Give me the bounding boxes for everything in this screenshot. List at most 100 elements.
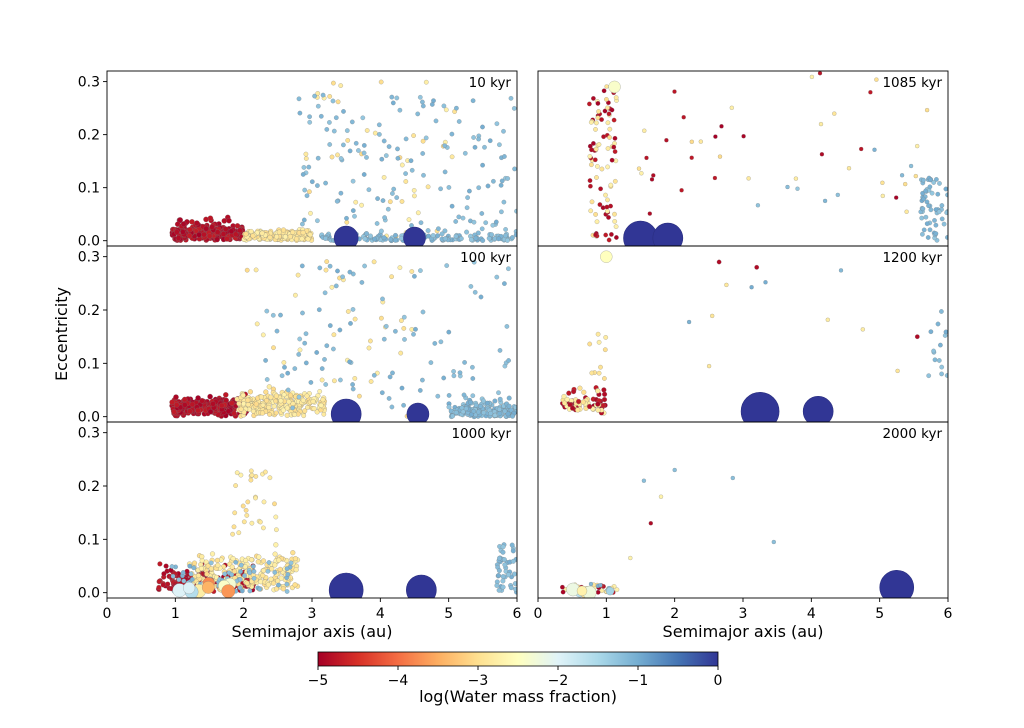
particle-point bbox=[411, 133, 416, 138]
particle-point bbox=[596, 339, 602, 345]
particle-point bbox=[903, 181, 908, 187]
particle-point bbox=[420, 103, 426, 109]
particle-point bbox=[232, 510, 238, 516]
particle-point bbox=[587, 403, 593, 410]
particle-point bbox=[356, 148, 361, 153]
particle-point bbox=[399, 162, 405, 168]
x-tick-label: 6 bbox=[513, 606, 522, 622]
particle-point bbox=[273, 514, 279, 520]
particle-point bbox=[730, 475, 735, 481]
particle-point bbox=[233, 559, 239, 565]
particle-point bbox=[924, 107, 930, 113]
particle-point bbox=[602, 391, 608, 397]
particle-point bbox=[504, 237, 510, 243]
particle-point bbox=[938, 342, 943, 348]
particle-point bbox=[601, 88, 607, 94]
particle-point bbox=[374, 221, 380, 226]
panel-label: 1000 kyr bbox=[451, 426, 511, 442]
particle-point bbox=[244, 513, 250, 518]
particle-point bbox=[444, 263, 450, 268]
particle-point bbox=[180, 570, 186, 575]
particle-point bbox=[479, 226, 485, 232]
particle-point bbox=[639, 171, 644, 176]
particle-point bbox=[304, 193, 310, 199]
particle-point bbox=[300, 310, 305, 316]
panel-frame bbox=[537, 70, 949, 247]
particle-point bbox=[589, 199, 595, 205]
particle-point bbox=[189, 401, 196, 408]
particle-point bbox=[379, 390, 385, 396]
particle-point bbox=[319, 377, 325, 383]
particle-point bbox=[207, 393, 213, 400]
particle-point bbox=[247, 389, 253, 395]
particle-point bbox=[263, 389, 269, 395]
particle-point bbox=[195, 573, 201, 579]
particle-point bbox=[303, 156, 309, 161]
particle-point bbox=[284, 412, 290, 418]
particle-point bbox=[284, 566, 290, 572]
particle-point bbox=[928, 207, 934, 213]
particle-point bbox=[604, 84, 609, 89]
particle-point bbox=[263, 469, 268, 475]
particle-point bbox=[451, 369, 456, 374]
particle-point bbox=[468, 237, 474, 243]
particle-point bbox=[513, 586, 517, 592]
particle-point bbox=[571, 389, 577, 395]
particle-point bbox=[309, 179, 315, 185]
particle-point bbox=[329, 154, 335, 160]
giant-planet bbox=[879, 570, 915, 598]
particle-point bbox=[915, 143, 920, 149]
particle-point bbox=[471, 135, 476, 140]
particle-point bbox=[576, 398, 582, 405]
particle-point bbox=[496, 236, 502, 242]
particle-point bbox=[274, 527, 279, 533]
particle-point bbox=[199, 397, 205, 404]
points-group bbox=[560, 250, 948, 422]
particle-point bbox=[285, 370, 291, 376]
particle-point bbox=[500, 574, 506, 580]
particle-point bbox=[415, 111, 421, 117]
particle-point bbox=[264, 308, 270, 314]
particle-point bbox=[899, 173, 905, 178]
particle-point bbox=[508, 585, 514, 591]
particle-point bbox=[261, 499, 267, 505]
particle-point bbox=[500, 544, 506, 550]
particle-point bbox=[458, 236, 464, 242]
particle-point bbox=[741, 134, 746, 139]
particle-point bbox=[514, 208, 517, 214]
particle-point bbox=[560, 584, 565, 590]
particle-point bbox=[223, 392, 229, 398]
particle-point bbox=[460, 215, 466, 221]
particle-point bbox=[341, 109, 346, 114]
particle-point bbox=[612, 211, 617, 217]
particle-point bbox=[494, 121, 500, 127]
particle-point bbox=[245, 397, 251, 403]
particle-point bbox=[575, 407, 581, 413]
particle-point bbox=[494, 583, 500, 588]
particle-point bbox=[187, 563, 193, 569]
particle-point bbox=[287, 392, 294, 398]
particle-point bbox=[218, 402, 225, 409]
particle-point bbox=[268, 394, 274, 400]
particle-point bbox=[323, 180, 328, 186]
particle-point bbox=[605, 146, 611, 151]
particle-point bbox=[919, 215, 925, 221]
particle-point bbox=[612, 149, 618, 154]
particle-point bbox=[301, 165, 307, 170]
particle-point bbox=[433, 118, 439, 124]
particle-point bbox=[161, 571, 167, 577]
particle-point bbox=[265, 568, 271, 574]
particle-point bbox=[628, 555, 633, 561]
particle-point bbox=[379, 156, 385, 162]
particle-point bbox=[449, 131, 455, 137]
particle-point bbox=[308, 210, 313, 216]
particle-point bbox=[936, 358, 942, 363]
particle-point bbox=[242, 573, 247, 579]
particle-point bbox=[253, 495, 258, 501]
particle-point bbox=[247, 570, 253, 576]
particle-point bbox=[353, 199, 359, 205]
particle-point bbox=[335, 99, 341, 105]
particle-point bbox=[420, 99, 425, 105]
particle-point bbox=[272, 551, 278, 557]
particle-point bbox=[177, 217, 183, 223]
